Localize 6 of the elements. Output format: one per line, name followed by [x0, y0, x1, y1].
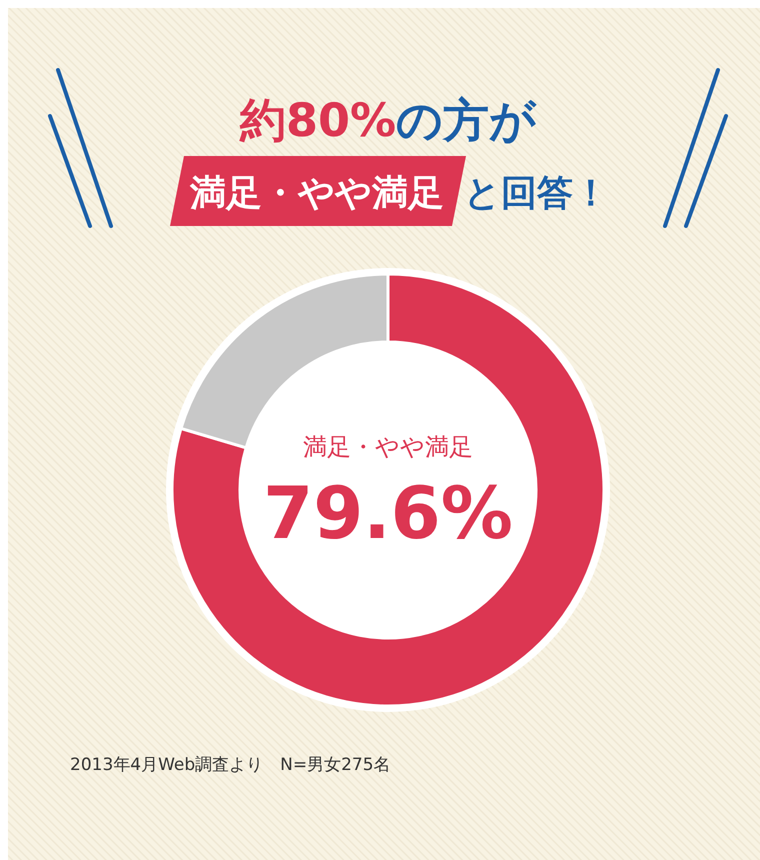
slice-label: 満足・やや満足 [303, 433, 473, 461]
chart-subtitle: 満足・やや満足 [189, 173, 444, 214]
data-label: 79.6% [263, 471, 513, 555]
text: 2013年4月Web調査より N=男女275名 [70, 755, 391, 775]
chart-title: 約80%の方が [238, 93, 538, 147]
text: と回答！ [464, 173, 609, 214]
